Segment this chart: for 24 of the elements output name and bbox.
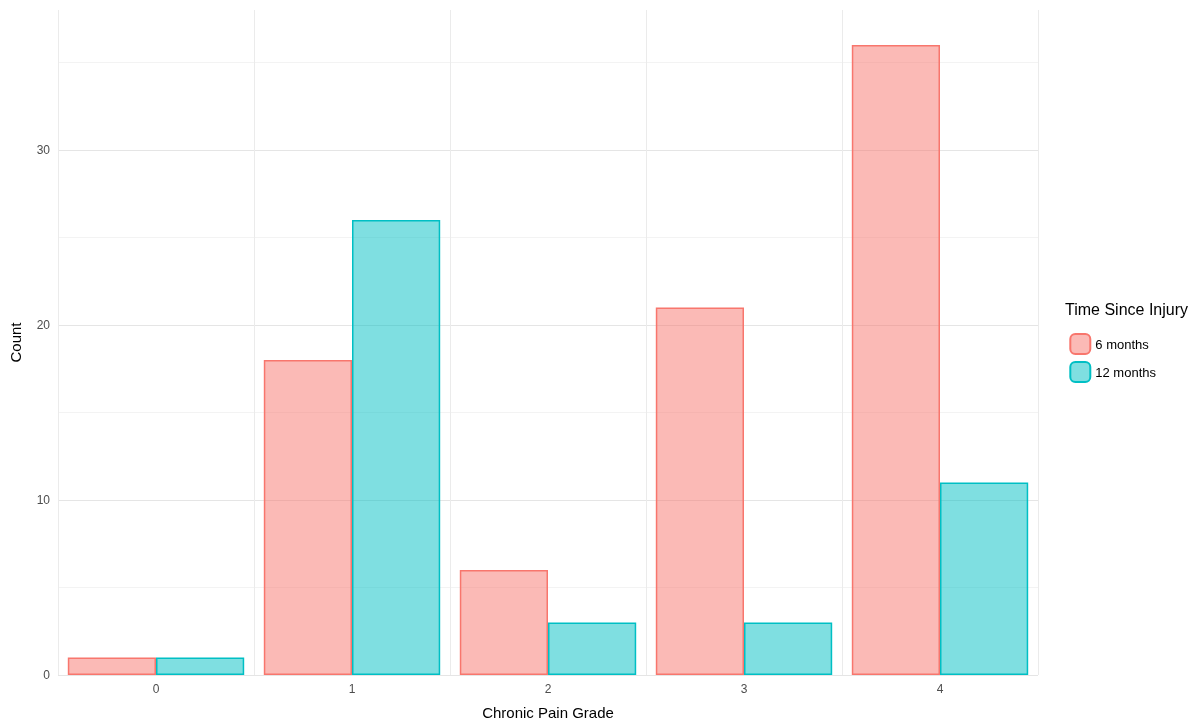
x-tick-label: 0	[152, 682, 160, 696]
bar	[655, 307, 744, 675]
bar	[459, 570, 548, 675]
y-axis-title: Count	[7, 321, 24, 363]
y-tick-label: 10	[36, 493, 51, 507]
bar	[67, 657, 156, 675]
legend-label: 6 months	[1095, 336, 1150, 352]
bar	[940, 482, 1029, 675]
bar	[263, 360, 352, 675]
bar	[851, 45, 940, 675]
legend-label: 12 months	[1095, 364, 1157, 380]
x-tick-label: 4	[936, 682, 944, 696]
x-tick-label: 3	[740, 682, 748, 696]
legend-title: Time Since Injury	[1065, 300, 1188, 318]
bar	[156, 657, 245, 675]
bar	[744, 622, 833, 675]
y-tick-label: 30	[36, 143, 51, 157]
x-axis-title: Chronic Pain Grade	[482, 704, 614, 721]
bar	[352, 220, 441, 675]
x-tick-label: 2	[544, 682, 552, 696]
x-tick-label: 1	[348, 682, 356, 696]
bar	[548, 622, 637, 675]
y-tick-label: 20	[36, 318, 51, 332]
y-tick-label: 0	[43, 668, 51, 682]
